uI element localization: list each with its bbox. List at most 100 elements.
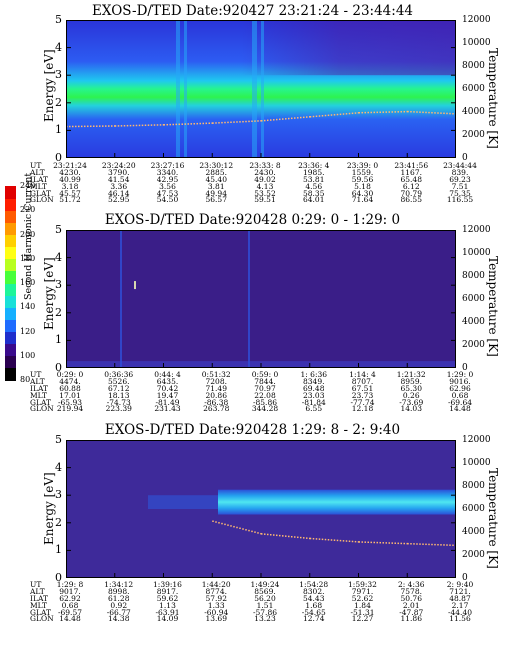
- ephemeris-value: 65.48: [400, 174, 422, 184]
- ephemeris-value: -44.40: [447, 607, 472, 617]
- ephemeris-row: UT 23:21:24 23:24:20 23:27:16 23:30:12 23:33:…: [30, 161, 500, 170]
- ephemeris-value: 2.01: [402, 600, 420, 610]
- ephemeris-value: 6.55: [305, 404, 323, 414]
- colorbar-tick-label: 80: [20, 375, 31, 384]
- ephemeris-row: GLAT 45.57 46.14 47.53 49.94 53.52 58.35 64.30 7…: [30, 188, 500, 198]
- ephemeris-label: GLAT: [30, 188, 51, 198]
- temperature-point: [333, 114, 336, 116]
- vertical-streak: [176, 20, 180, 158]
- ephemeris-value: 116.55: [446, 195, 474, 205]
- temperature-point: [257, 120, 259, 122]
- ephemeris-value: 2885.: [205, 167, 227, 177]
- temperature-point: [257, 532, 259, 534]
- temperature-point: [385, 111, 387, 113]
- colorbar-tick-label: 140: [20, 302, 36, 312]
- ephemeris-label: GLAT: [30, 397, 51, 407]
- ephemeris-value: 12.27: [351, 614, 374, 624]
- temperature-point: [156, 124, 159, 126]
- temperature-point: [276, 534, 278, 537]
- ephemeris-value: 23:36: 4: [298, 161, 330, 170]
- temperature-point: [327, 114, 330, 117]
- temperature-point: [306, 537, 308, 539]
- temperature-point: [425, 543, 427, 546]
- ephemeris-value: 52.62: [351, 593, 374, 603]
- temperature-point: [312, 115, 315, 118]
- temperature-point: [364, 541, 366, 543]
- panel-title: EXOS-D/TED Date:920427 23:21:24 - 23:44:…: [91, 3, 413, 19]
- temperature-point: [150, 124, 153, 126]
- temperature-point: [199, 122, 201, 125]
- temperature-point: [282, 535, 284, 537]
- y-tick-label: 1: [55, 543, 62, 557]
- ephemeris-label: MLT: [30, 181, 48, 191]
- ephemeris-value: 2.17: [451, 600, 469, 610]
- ephemeris-row: UT 1:29: 8 1:34:12 1:39:16 1:44:20 1:49:24 1:5…: [30, 580, 500, 589]
- colorbar-segment: [5, 319, 16, 332]
- spectrogram-plot: [66, 230, 456, 368]
- ephemeris-value: 64.01: [303, 195, 325, 205]
- spectrogram-svg: [66, 440, 456, 578]
- colorbar-segment: [5, 295, 16, 308]
- y2-tick-label: 10000: [462, 248, 491, 258]
- ephemeris-value: 7844.: [254, 376, 276, 386]
- y2-tick-label: 6000: [462, 504, 485, 514]
- temperature-point: [361, 541, 363, 543]
- temperature-point: [184, 123, 186, 125]
- ephemeris-value: 50.76: [400, 593, 422, 603]
- ephemeris-value: 8998.: [108, 586, 130, 596]
- temperature-point: [303, 116, 305, 119]
- colorbar-tick-label: 180: [20, 253, 36, 263]
- temperature-point: [370, 111, 372, 114]
- temperature-point: [291, 535, 293, 538]
- ephemeris-value: 61.28: [108, 593, 130, 603]
- temperature-point: [367, 111, 369, 114]
- temperature-point: [233, 525, 235, 528]
- ephemeris-value: 1:14: 4: [349, 370, 376, 379]
- ephemeris-value: 67.12: [108, 383, 130, 393]
- ephemeris-label: MLT: [30, 600, 48, 610]
- temperature-point: [336, 113, 339, 116]
- temperature-point: [419, 111, 421, 113]
- ephemeris-row: UT 0:29: 0 0:36:36 0:44: 4 0:51:32 0:59: 0 1: …: [30, 370, 500, 379]
- temperature-point: [358, 112, 360, 114]
- ephemeris-value: 62.92: [59, 593, 81, 603]
- temperature-point: [300, 116, 302, 119]
- ephemeris-row: GLON 14.48 14.38 14.09 13.69 13.23 12.74 12.27 1…: [30, 614, 500, 624]
- temperature-point: [376, 111, 378, 114]
- ephemeris-value: 1:29: 8: [56, 580, 84, 589]
- ephemeris-value: 0.92: [110, 600, 128, 610]
- temperature-point: [403, 542, 405, 545]
- temperature-point: [264, 119, 266, 122]
- ephemeris-value: 14.03: [400, 404, 422, 414]
- temperature-point: [279, 534, 281, 537]
- y2-tick-label: 0: [462, 363, 468, 373]
- ephemeris-value: 4230.: [59, 167, 81, 177]
- y2-tick-label: 8000: [462, 481, 485, 491]
- ephemeris-value: 69.23: [449, 174, 471, 184]
- temperature-point: [382, 542, 384, 544]
- y2-tick-label: 2000: [462, 550, 485, 560]
- temperature-point: [315, 538, 318, 540]
- ephemeris-value: 14.48: [449, 404, 471, 414]
- colorbar-tick-label: 120: [20, 326, 36, 336]
- temperature-point: [376, 541, 378, 544]
- temperature-point: [84, 125, 86, 128]
- temperature-point: [264, 533, 266, 535]
- ephemeris-value: -85.86: [252, 397, 277, 407]
- ephemeris-value: -77.74: [350, 397, 375, 407]
- temperature-point: [354, 540, 357, 543]
- colorbar-segment: [5, 367, 16, 381]
- temperature-point: [96, 125, 98, 127]
- ephemeris-value: -60.94: [204, 607, 229, 617]
- temperature-point: [273, 119, 275, 121]
- ephemeris-value: 23.73: [351, 390, 374, 400]
- temperature-point: [215, 122, 217, 124]
- ephemeris-value: 5526.: [108, 376, 130, 386]
- y2-tick-label: 6000: [462, 294, 485, 304]
- ephemeris-value: 60.88: [59, 383, 81, 393]
- ephemeris-value: 45.57: [59, 188, 81, 198]
- temperature-point: [227, 121, 229, 124]
- temperature-point: [373, 111, 375, 114]
- y2-tick-label: 4000: [462, 527, 485, 537]
- ephemeris-value: 1:59:32: [348, 580, 377, 589]
